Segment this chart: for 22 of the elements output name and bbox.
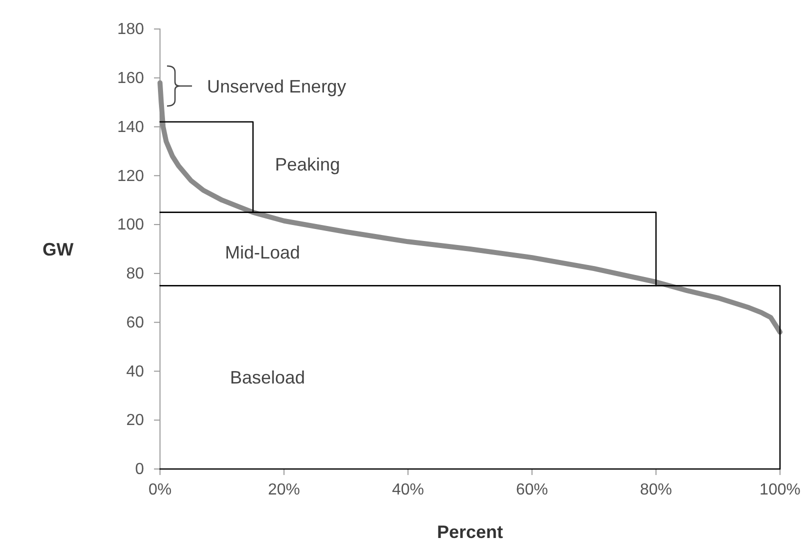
annotation: Unserved Energy [207, 76, 346, 96]
x-tick-label: 80% [640, 481, 672, 498]
y-tick-label: 80 [126, 266, 144, 283]
y-tick-label: 140 [117, 118, 144, 136]
annotation: Peaking [275, 154, 340, 174]
y-tick-label: 60 [126, 314, 144, 332]
x-tick-label: 20% [268, 481, 300, 498]
x-tick-label: 100% [760, 481, 800, 498]
y-tick-label: 160 [117, 70, 144, 88]
y-tick-label: 40 [126, 363, 144, 380]
y-tick-label: 20 [126, 412, 144, 430]
y-tick-label: 0 [135, 461, 144, 478]
annotation: Baseload [230, 367, 306, 388]
x-axis-title: Percent [436, 522, 504, 542]
y-tick-label: 100 [117, 216, 144, 234]
x-tick-label: 0% [148, 481, 172, 498]
y-axis-title: GW [42, 239, 74, 260]
x-tick-label: 40% [392, 481, 424, 498]
x-tick-label: 60% [516, 481, 548, 498]
y-tick-label: 180 [117, 21, 144, 38]
y-tick-label: 120 [117, 168, 144, 185]
annotation: Mid-Load [225, 242, 300, 262]
